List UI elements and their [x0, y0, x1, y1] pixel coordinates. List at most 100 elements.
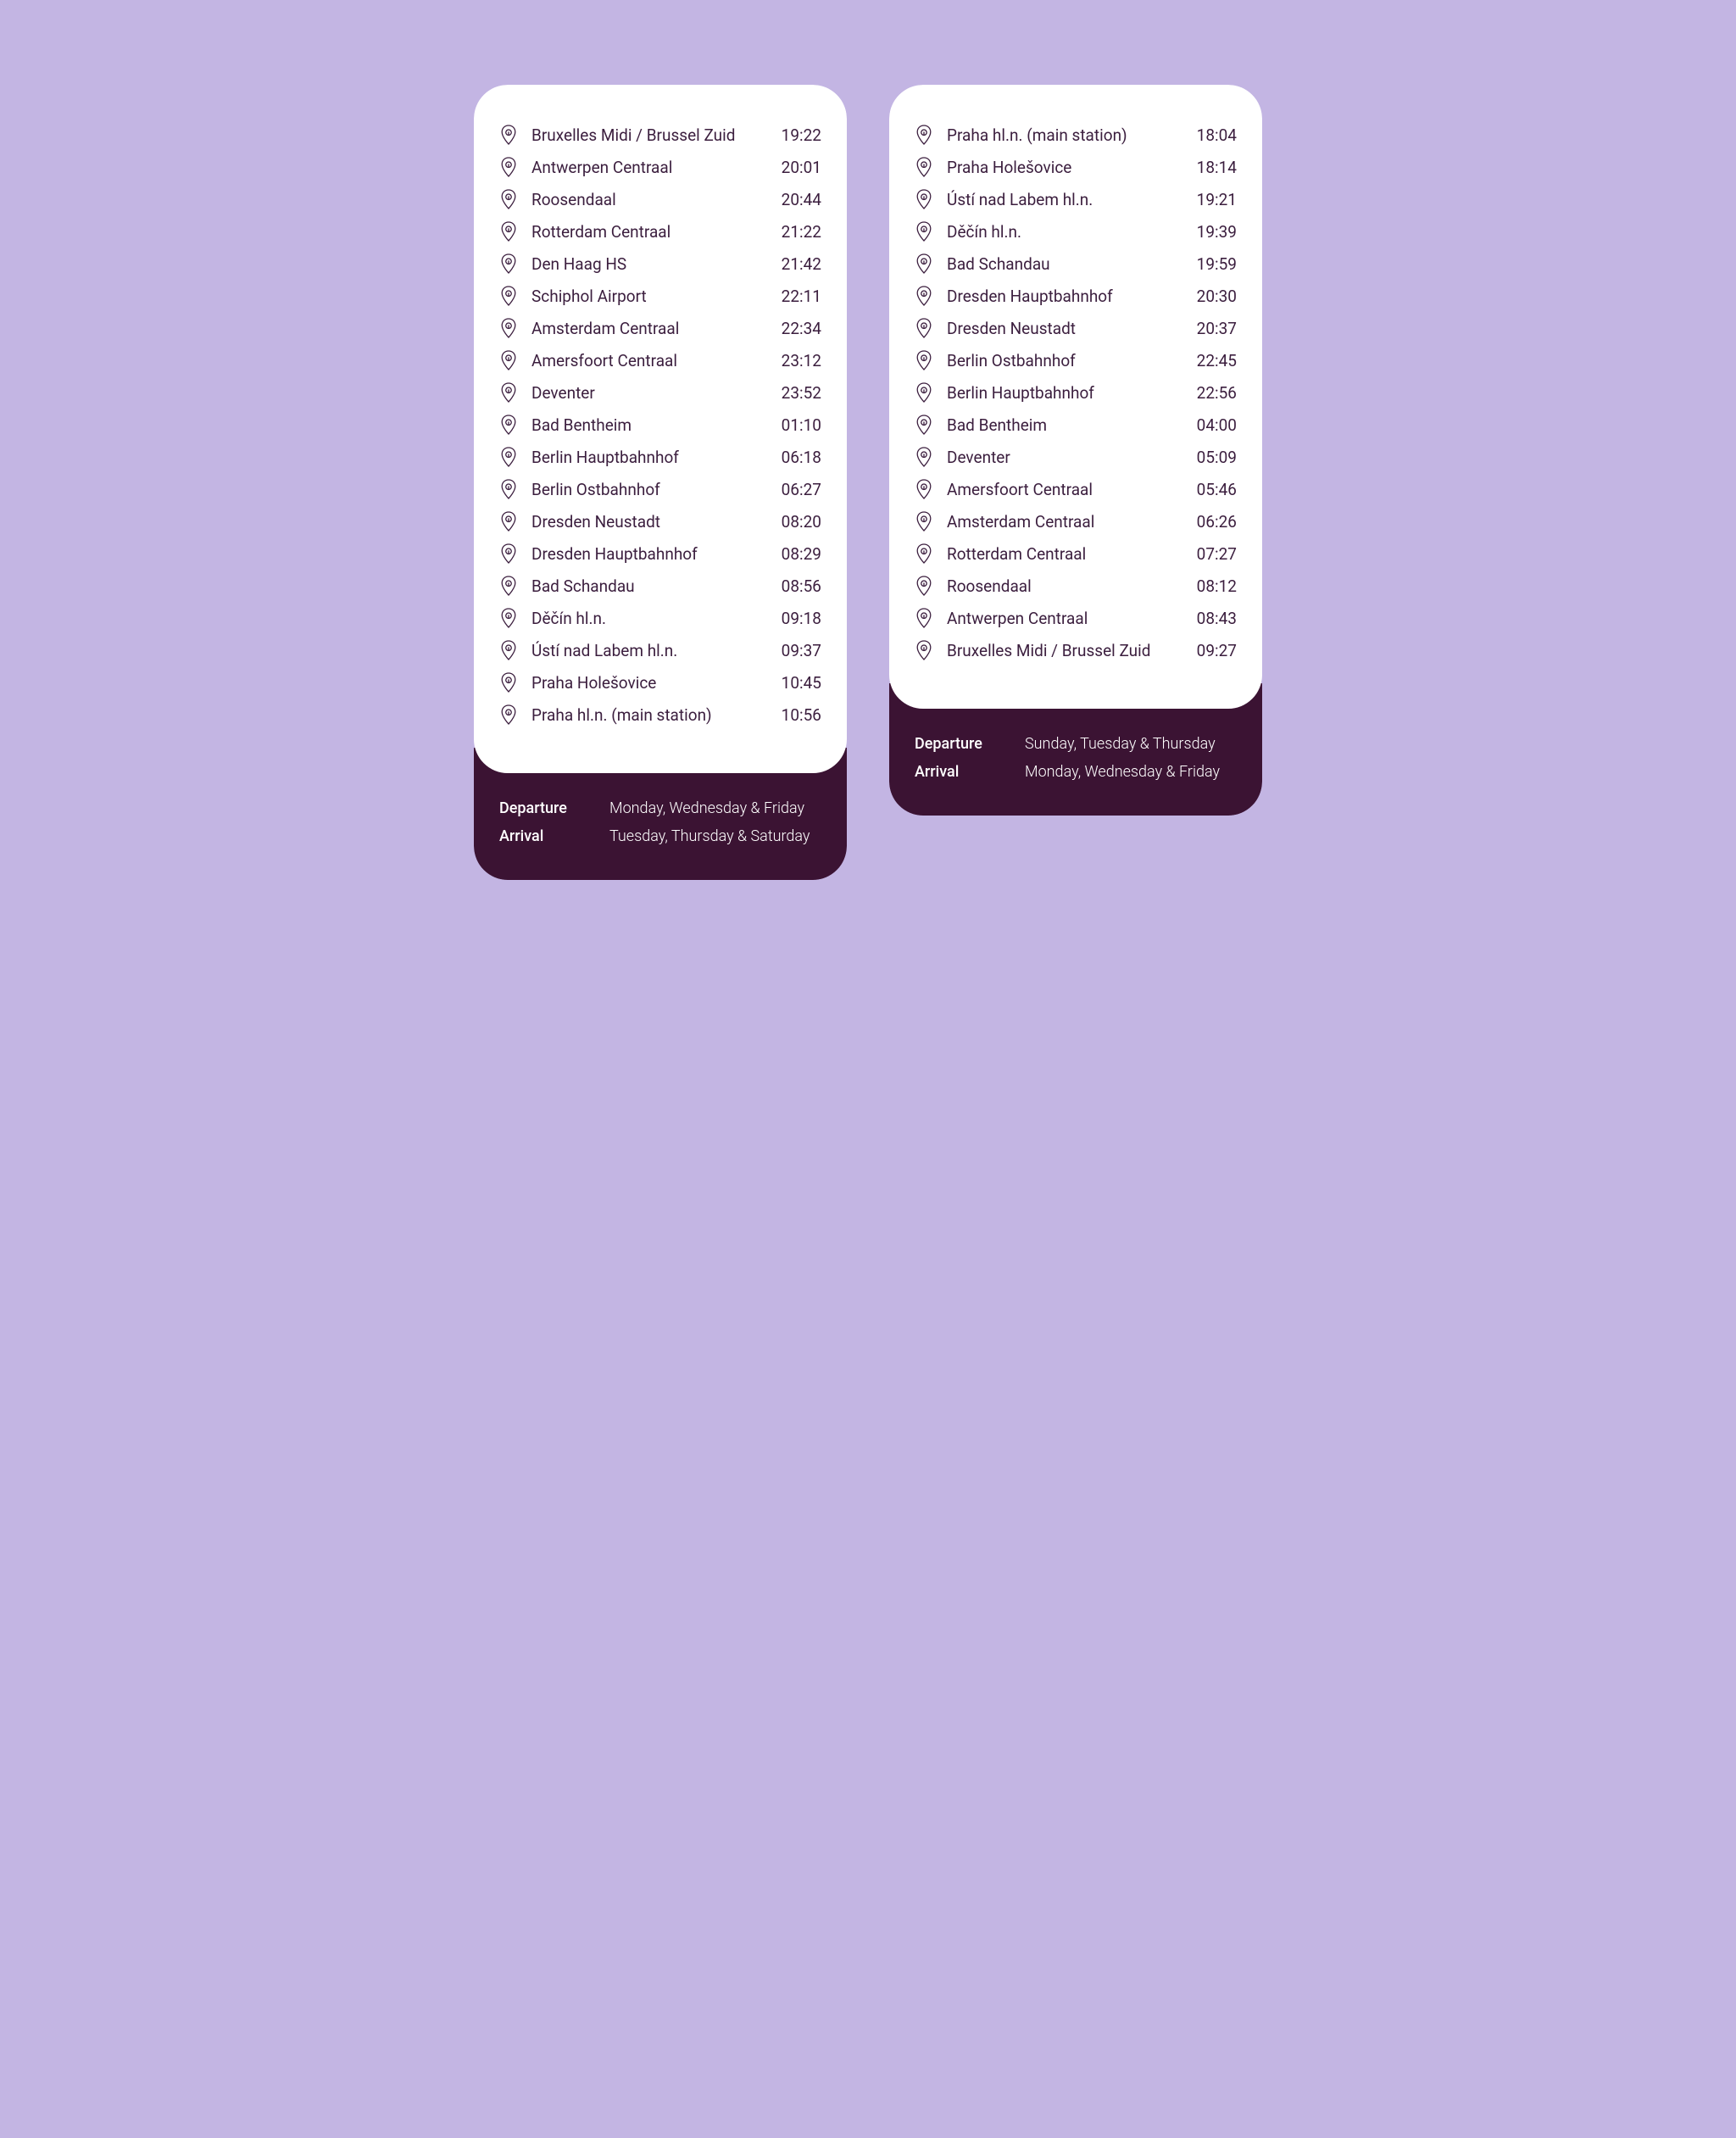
station-name: Deventer [938, 448, 1197, 467]
station-name: Den Haag HS [523, 254, 782, 274]
stop-row: Bruxelles Midi / Brussel Zuid19:22 [494, 119, 821, 151]
location-pin-icon [910, 253, 938, 275]
location-pin-icon [910, 285, 938, 307]
station-time: 08:56 [782, 576, 821, 596]
location-pin-icon [494, 510, 523, 532]
station-time: 18:14 [1197, 158, 1237, 177]
stop-row: Roosendaal20:44 [494, 183, 821, 215]
stop-row: Antwerpen Centraal20:01 [494, 151, 821, 183]
station-time: 21:42 [782, 254, 821, 274]
station-time: 08:12 [1197, 576, 1237, 596]
station-name: Bruxelles Midi / Brussel Zuid [523, 125, 782, 145]
stop-row: Praha hl.n. (main station)10:56 [494, 699, 821, 731]
station-name: Dresden Neustadt [523, 512, 782, 532]
station-name: Děčín hl.n. [523, 609, 782, 628]
stop-row: Dresden Neustadt20:37 [910, 312, 1237, 344]
station-time: 06:27 [782, 480, 821, 499]
arrival-label: Arrival [915, 763, 1025, 781]
station-name: Berlin Hauptbahnhof [938, 383, 1197, 403]
timetable-card: Praha hl.n. (main station)18:04 Praha Ho… [889, 85, 1262, 816]
station-time: 08:29 [782, 544, 821, 564]
departure-days: Monday, Wednesday & Friday [609, 799, 804, 817]
station-name: Bruxelles Midi / Brussel Zuid [938, 641, 1197, 660]
stop-row: Den Haag HS21:42 [494, 248, 821, 280]
station-time: 20:01 [782, 158, 821, 177]
station-name: Dresden Hauptbahnhof [938, 287, 1197, 306]
location-pin-icon [494, 671, 523, 693]
location-pin-icon [494, 220, 523, 242]
arrival-days: Monday, Wednesday & Friday [1025, 763, 1220, 781]
departure-days: Sunday, Tuesday & Thursday [1025, 735, 1216, 753]
station-time: 21:22 [782, 222, 821, 242]
stop-row: Rotterdam Centraal07:27 [910, 537, 1237, 570]
location-pin-icon [494, 285, 523, 307]
station-name: Bad Bentheim [938, 415, 1197, 435]
station-time: 20:44 [782, 190, 821, 209]
arrival-days: Tuesday, Thursday & Saturday [609, 827, 810, 845]
station-name: Praha hl.n. (main station) [938, 125, 1197, 145]
location-pin-icon [910, 446, 938, 468]
stop-row: Bad Bentheim01:10 [494, 409, 821, 441]
station-name: Dresden Hauptbahnhof [523, 544, 782, 564]
location-pin-icon [494, 446, 523, 468]
stop-row: Ústí nad Labem hl.n.09:37 [494, 634, 821, 666]
station-time: 10:45 [782, 673, 821, 693]
stop-row: Amsterdam Centraal06:26 [910, 505, 1237, 537]
station-time: 07:27 [1197, 544, 1237, 564]
location-pin-icon [910, 188, 938, 210]
stop-row: Bad Schandau08:56 [494, 570, 821, 602]
stop-row: Praha Holešovice18:14 [910, 151, 1237, 183]
station-time: 08:43 [1197, 609, 1237, 628]
stop-row: Schiphol Airport22:11 [494, 280, 821, 312]
station-time: 23:12 [782, 351, 821, 370]
station-name: Bad Schandau [523, 576, 782, 596]
station-time: 22:34 [782, 319, 821, 338]
location-pin-icon [494, 317, 523, 339]
station-time: 19:59 [1197, 254, 1237, 274]
station-time: 09:18 [782, 609, 821, 628]
station-time: 05:09 [1197, 448, 1237, 467]
location-pin-icon [910, 543, 938, 565]
arrival-row: ArrivalTuesday, Thursday & Saturday [499, 822, 821, 850]
station-name: Rotterdam Centraal [523, 222, 782, 242]
departure-label: Departure [915, 735, 1025, 753]
stop-row: Deventer05:09 [910, 441, 1237, 473]
location-pin-icon [494, 575, 523, 597]
stops-list: Praha hl.n. (main station)18:04 Praha Ho… [889, 85, 1262, 709]
station-name: Roosendaal [523, 190, 782, 209]
station-time: 04:00 [1197, 415, 1237, 435]
stop-row: Praha hl.n. (main station)18:04 [910, 119, 1237, 151]
location-pin-icon [494, 639, 523, 661]
stop-row: Ústí nad Labem hl.n.19:21 [910, 183, 1237, 215]
stop-row: Amersfoort Centraal23:12 [494, 344, 821, 376]
station-name: Dresden Neustadt [938, 319, 1197, 338]
station-time: 19:22 [782, 125, 821, 145]
station-name: Antwerpen Centraal [938, 609, 1197, 628]
station-name: Děčín hl.n. [938, 222, 1197, 242]
location-pin-icon [910, 510, 938, 532]
stop-row: Berlin Ostbahnhof06:27 [494, 473, 821, 505]
station-name: Amsterdam Centraal [523, 319, 782, 338]
location-pin-icon [494, 607, 523, 629]
station-name: Bad Schandau [938, 254, 1197, 274]
stop-row: Amsterdam Centraal22:34 [494, 312, 821, 344]
station-time: 22:45 [1197, 351, 1237, 370]
location-pin-icon [494, 349, 523, 371]
stop-row: Deventer23:52 [494, 376, 821, 409]
station-name: Amersfoort Centraal [523, 351, 782, 370]
location-pin-icon [494, 188, 523, 210]
stop-row: Praha Holešovice10:45 [494, 666, 821, 699]
station-name: Ústí nad Labem hl.n. [523, 641, 782, 660]
departure-row: DepartureMonday, Wednesday & Friday [499, 794, 821, 822]
stop-row: Děčín hl.n.19:39 [910, 215, 1237, 248]
departure-row: DepartureSunday, Tuesday & Thursday [915, 730, 1237, 758]
location-pin-icon [910, 478, 938, 500]
station-time: 23:52 [782, 383, 821, 403]
station-name: Amsterdam Centraal [938, 512, 1197, 532]
location-pin-icon [494, 704, 523, 726]
location-pin-icon [494, 156, 523, 178]
station-name: Roosendaal [938, 576, 1197, 596]
station-time: 22:11 [782, 287, 821, 306]
station-time: 06:18 [782, 448, 821, 467]
station-time: 06:26 [1197, 512, 1237, 532]
